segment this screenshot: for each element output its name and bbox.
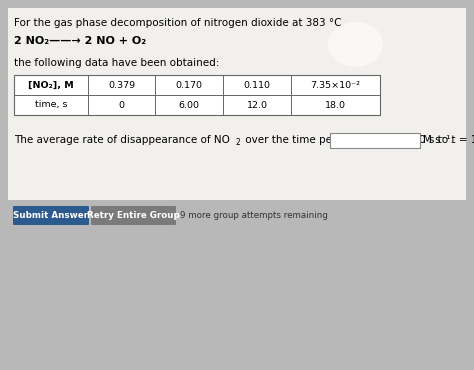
Text: over the time period from t = 6.00 s to t = 12.0 s is: over the time period from t = 6.00 s to … xyxy=(242,135,474,145)
Text: 18.0: 18.0 xyxy=(325,101,346,110)
Text: Submit Answer: Submit Answer xyxy=(13,211,89,220)
Text: 0.379: 0.379 xyxy=(108,81,135,90)
Text: 12.0: 12.0 xyxy=(246,101,267,110)
Text: 2 NO₂——→ 2 NO + O₂: 2 NO₂——→ 2 NO + O₂ xyxy=(14,36,146,46)
Text: 6.00: 6.00 xyxy=(179,101,200,110)
Text: 7.35×10⁻²: 7.35×10⁻² xyxy=(310,81,361,90)
Text: time, s: time, s xyxy=(35,101,67,110)
Ellipse shape xyxy=(328,22,383,67)
Text: 0.110: 0.110 xyxy=(244,81,271,90)
FancyBboxPatch shape xyxy=(13,206,89,225)
Text: 0: 0 xyxy=(118,101,125,110)
Text: The average rate of disappearance of NO: The average rate of disappearance of NO xyxy=(14,135,230,145)
Bar xyxy=(8,8,466,200)
Text: 9 more group attempts remaining: 9 more group attempts remaining xyxy=(180,211,328,220)
Bar xyxy=(14,75,380,115)
FancyBboxPatch shape xyxy=(91,206,176,225)
Text: 2: 2 xyxy=(236,138,241,147)
Text: M s⁻¹.: M s⁻¹. xyxy=(423,135,454,145)
Text: For the gas phase decomposition of nitrogen dioxide at 383 °C: For the gas phase decomposition of nitro… xyxy=(14,18,341,28)
Text: [NO₂], M: [NO₂], M xyxy=(28,81,74,90)
Text: Retry Entire Group: Retry Entire Group xyxy=(87,211,180,220)
Bar xyxy=(330,133,420,148)
Text: 0.170: 0.170 xyxy=(175,81,202,90)
Text: the following data have been obtained:: the following data have been obtained: xyxy=(14,58,219,68)
